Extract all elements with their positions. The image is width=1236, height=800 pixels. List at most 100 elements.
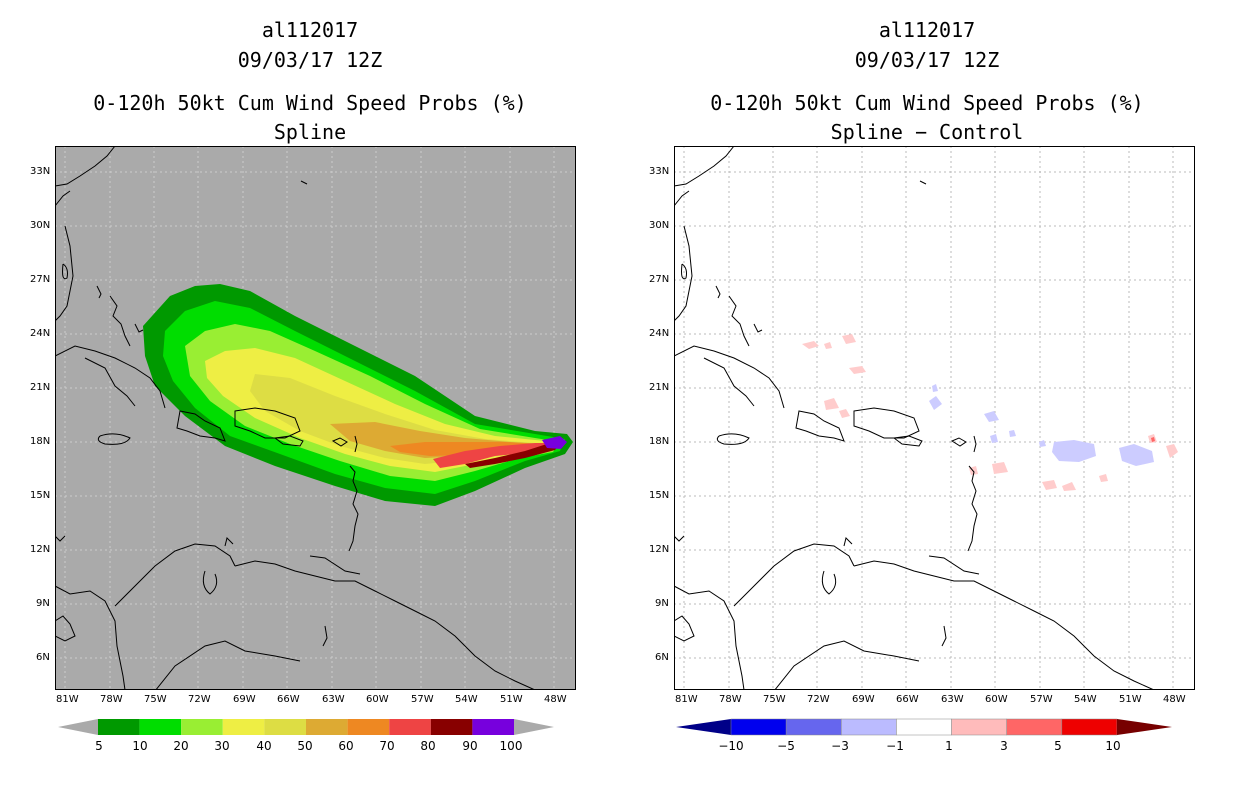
- left-lon-label: 57W: [411, 694, 434, 705]
- right-lat-label: 21N: [649, 382, 670, 393]
- left-colorbar: [58, 719, 554, 735]
- left-lat-label: 15N: [30, 490, 51, 501]
- swath-80pct: [465, 443, 560, 468]
- right-lon-label: 69W: [852, 694, 875, 705]
- diff-negative-2: [932, 384, 938, 392]
- right-cb-label: −1: [886, 739, 904, 753]
- left-lat-label: 27N: [30, 274, 51, 285]
- right-colorbar-segment: [730, 718, 787, 736]
- left-cb-label: 90: [462, 739, 478, 753]
- left-lat-label: 24N: [30, 328, 51, 339]
- right-lat-label: 15N: [649, 490, 670, 501]
- left-lon-label: 69W: [233, 694, 256, 705]
- right-lon-label: 78W: [719, 694, 742, 705]
- diff-positive-12: [1166, 444, 1178, 458]
- right-colorbar-segment: [1061, 718, 1118, 736]
- left-lon-label: 78W: [100, 694, 123, 705]
- left-cb-label: 40: [256, 739, 272, 753]
- diff-negative-3: [984, 411, 999, 422]
- right-colorbar-under-arrow: [676, 719, 731, 735]
- left-colorbar-segment: [430, 719, 473, 735]
- diff-negative-5: [1052, 440, 1096, 462]
- right-colorbar-segment: [841, 718, 897, 736]
- diff-positive-4: [849, 366, 866, 374]
- right-gridlines: [674, 146, 1195, 690]
- right-cb-label: −3: [831, 739, 849, 753]
- right-colorbar: [676, 718, 1172, 736]
- right-lat-label: 18N: [649, 436, 670, 447]
- left-lat-label: 30N: [30, 220, 51, 231]
- left-colorbar-segment: [306, 719, 348, 735]
- diff-positive-10: [1062, 482, 1076, 491]
- left-lon-label: 72W: [188, 694, 211, 705]
- left-lon-label: 81W: [56, 694, 79, 705]
- left-coastlines: [55, 146, 536, 690]
- swath-70pct: [433, 443, 555, 468]
- left-lon-label: 48W: [544, 694, 567, 705]
- swath-90pct: [542, 436, 567, 449]
- right-lon-label: 51W: [1119, 694, 1142, 705]
- left-lon-label: 75W: [144, 694, 167, 705]
- diff-negative-7: [1039, 440, 1046, 447]
- left-storm-id: al112017: [261, 18, 359, 42]
- diff-positive-9: [1042, 480, 1057, 490]
- right-subtitle: Spline − Control: [830, 120, 1024, 144]
- diff-positive-11: [1099, 474, 1108, 482]
- right-cb-label: −10: [718, 739, 744, 753]
- left-colorbar-segment: [222, 719, 265, 735]
- right-lon-label: 48W: [1163, 694, 1186, 705]
- left-cb-label: 80: [420, 739, 436, 753]
- right-lon-label: 75W: [763, 694, 786, 705]
- swath-60pct: [390, 442, 543, 456]
- right-colorbar-segment: [951, 718, 1007, 736]
- left-lon-label: 51W: [500, 694, 523, 705]
- right-colorbar-segment: [896, 718, 952, 736]
- right-map: [674, 146, 1195, 690]
- right-lat-label: 12N: [649, 544, 670, 555]
- diff-negative-8: [1009, 430, 1016, 437]
- right-lat-label: 9N: [655, 598, 669, 609]
- left-lon-label: 63W: [322, 694, 345, 705]
- right-storm-id: al112017: [878, 18, 976, 42]
- right-coastlines: [674, 146, 1155, 690]
- left-colorbar-under-arrow: [58, 719, 98, 735]
- left-cb-label: 70: [379, 739, 395, 753]
- left-lat-label: 12N: [30, 544, 51, 555]
- right-lat-label: 33N: [649, 166, 670, 177]
- right-colorbar-over-arrow: [1117, 719, 1172, 735]
- right-lon-label: 54W: [1074, 694, 1097, 705]
- diff-negative-6: [1119, 444, 1154, 466]
- left-cb-label: 30: [214, 739, 230, 753]
- left-cb-label: 5: [95, 739, 103, 753]
- right-datetime: 09/03/17 12Z: [854, 48, 1000, 72]
- left-cb-label: 100: [499, 739, 523, 753]
- left-cb-label: 10: [132, 739, 148, 753]
- probability-swath: [143, 284, 573, 506]
- right-lon-label: 72W: [807, 694, 830, 705]
- left-map: [55, 146, 576, 690]
- left-lat-label: 18N: [30, 436, 51, 447]
- left-cb-label: 60: [338, 739, 354, 753]
- left-colorbar-segment: [98, 719, 140, 735]
- left-subtitle: Spline: [273, 120, 347, 144]
- diff-positive-1: [802, 341, 819, 349]
- right-lon-label: 66W: [896, 694, 919, 705]
- right-colorbar-segment: [1006, 718, 1063, 736]
- diff-positive-5: [824, 398, 839, 410]
- right-lat-label: 27N: [649, 274, 670, 285]
- left-colorbar-over-arrow: [514, 719, 554, 735]
- left-colorbar-segment: [389, 719, 431, 735]
- right-cb-label: 5: [1054, 739, 1062, 753]
- right-cb-label: −5: [777, 739, 795, 753]
- right-lat-label: 6N: [655, 652, 669, 663]
- right-lon-label: 60W: [985, 694, 1008, 705]
- diff-positive-6: [839, 409, 850, 418]
- left-lat-label: 33N: [30, 166, 51, 177]
- left-colorbar-segment: [181, 719, 223, 735]
- left-cb-label: 20: [173, 739, 189, 753]
- right-colorbar-segment: [785, 718, 842, 736]
- right-cb-label: 3: [1000, 739, 1008, 753]
- right-lon-label: 81W: [675, 694, 698, 705]
- right-lon-label: 63W: [941, 694, 964, 705]
- left-datetime: 09/03/17 12Z: [237, 48, 383, 72]
